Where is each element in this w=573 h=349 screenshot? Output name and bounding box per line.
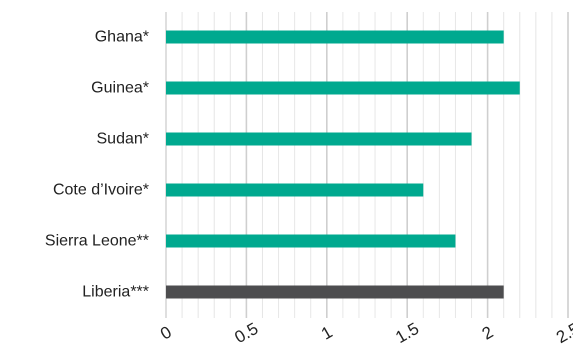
category-label: Cote d’Ivoire* [53,182,149,199]
x-tick-labels: 0 0.5 1 1.5 2 2.5 [157,319,573,347]
bar [166,285,504,299]
x-tick-label: 0.5 [231,319,261,347]
category-labels: Ghana* Guinea* Sudan* Cote d’Ivoire* Sierra … [45,29,149,301]
category-label: Ghana* [95,29,149,46]
bar [166,30,504,44]
x-tick-label: 1.5 [392,319,422,347]
grid-lines [181,12,569,318]
bar [166,81,520,95]
bar [166,132,472,146]
bars [166,30,520,299]
x-tick-label: 0 [157,322,175,343]
category-label: Sierra Leone** [45,233,149,250]
category-label: Sudan* [97,131,150,148]
x-tick-label: 2 [479,322,497,343]
bar [166,234,456,248]
x-tick-label: 1 [318,322,336,343]
x-tick-label: 2.5 [553,319,573,347]
category-label: Guinea* [91,80,149,97]
category-label: Liberia*** [82,284,149,301]
bar [166,183,424,197]
